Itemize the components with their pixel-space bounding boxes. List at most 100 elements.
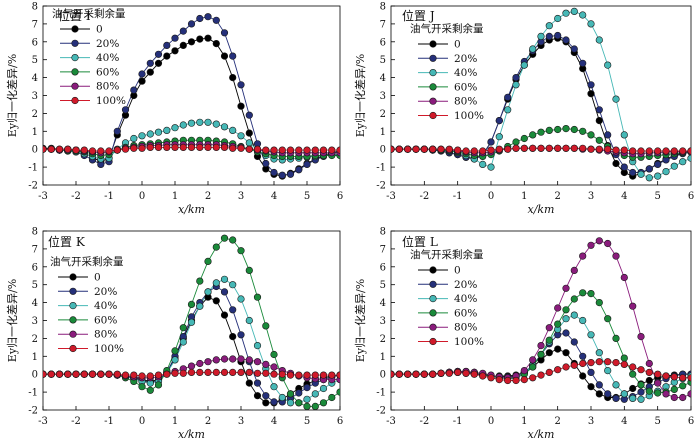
data-point	[529, 363, 537, 371]
x-tick-label: 0	[139, 191, 145, 202]
data-point	[604, 390, 612, 398]
y-tick-label: -2	[376, 181, 386, 192]
data-point	[163, 52, 171, 60]
data-point	[319, 371, 328, 379]
data-point	[579, 359, 587, 368]
data-point	[179, 338, 187, 346]
data-point	[629, 384, 637, 393]
legend-marker	[71, 68, 79, 76]
data-point	[670, 162, 678, 170]
data-point	[204, 288, 212, 296]
y-tick-label: 1	[32, 352, 38, 363]
data-point	[612, 252, 620, 260]
data-point	[138, 70, 146, 78]
data-point	[587, 81, 595, 89]
data-point	[687, 390, 691, 398]
data-point	[303, 160, 311, 168]
x-tick-label: 1	[172, 191, 178, 202]
y-axis-label: Ey归一化差异/%	[5, 279, 19, 362]
data-point	[138, 383, 146, 391]
data-point	[55, 145, 64, 153]
data-point	[662, 147, 670, 155]
data-point	[138, 77, 146, 85]
data-point	[154, 50, 163, 58]
data-point	[462, 369, 470, 377]
series-line-40%	[43, 278, 340, 404]
data-point	[537, 342, 545, 350]
x-tick-label: 3	[238, 416, 244, 427]
data-point	[637, 395, 645, 403]
x-tick-label: -3	[38, 191, 48, 202]
data-point	[412, 370, 420, 378]
data-point	[487, 146, 495, 154]
legend-marker	[429, 337, 437, 346]
data-point	[212, 356, 220, 364]
y-tick-label: 3	[32, 91, 38, 102]
data-point	[286, 371, 295, 379]
data-point	[97, 147, 105, 155]
legend-label: 20%	[454, 53, 477, 65]
data-point	[295, 399, 303, 407]
data-point	[220, 275, 229, 283]
data-point	[587, 131, 595, 139]
data-point	[278, 370, 286, 378]
data-point	[429, 145, 437, 153]
data-point	[687, 154, 691, 162]
data-point	[637, 381, 645, 389]
data-point	[520, 376, 528, 384]
y-axis-label: Ey归一化差异/%	[5, 54, 19, 137]
data-point	[253, 379, 262, 387]
data-point	[612, 159, 620, 168]
data-point	[495, 133, 503, 141]
data-point	[80, 146, 88, 154]
data-point	[245, 111, 253, 119]
data-point	[670, 393, 678, 402]
data-point	[545, 336, 553, 344]
data-point	[105, 147, 113, 155]
y-tick-label: -1	[28, 388, 38, 399]
data-point	[562, 144, 570, 152]
data-point	[637, 170, 645, 178]
x-tick-label: 3	[238, 191, 244, 202]
data-point	[88, 147, 97, 155]
data-point	[295, 166, 303, 174]
data-point	[245, 356, 253, 364]
data-point	[579, 316, 587, 325]
data-point	[146, 59, 154, 67]
data-point	[47, 370, 55, 378]
data-point	[654, 160, 662, 168]
data-point	[163, 143, 171, 151]
y-tick-label: -2	[376, 406, 386, 417]
data-point	[138, 144, 146, 152]
y-tick-label: 5	[380, 55, 386, 66]
data-point	[404, 370, 412, 378]
data-point	[262, 369, 270, 377]
data-point	[146, 130, 154, 138]
legend-title: 油气开采剩余量	[410, 248, 484, 261]
data-point	[645, 376, 653, 385]
data-point	[171, 34, 179, 42]
data-point	[204, 118, 212, 126]
data-point	[545, 144, 553, 152]
data-point	[629, 168, 637, 177]
data-point	[196, 368, 204, 377]
data-point	[130, 371, 138, 379]
y-tick-label: 8	[32, 2, 38, 13]
data-point	[404, 145, 412, 153]
data-point	[130, 144, 138, 152]
data-point	[295, 389, 303, 397]
data-point	[512, 138, 520, 146]
data-point	[520, 61, 528, 69]
y-tick-label: 4	[380, 73, 386, 84]
data-point	[595, 299, 603, 307]
data-point	[204, 358, 212, 366]
data-point	[570, 125, 578, 134]
data-point	[504, 93, 512, 101]
y-tick-label: 7	[32, 19, 38, 30]
data-point	[470, 147, 478, 155]
data-point	[587, 145, 595, 153]
data-point	[237, 144, 245, 152]
legend-title: 油气开采剩余量	[410, 22, 484, 35]
data-point	[303, 146, 311, 154]
data-point	[245, 139, 253, 147]
